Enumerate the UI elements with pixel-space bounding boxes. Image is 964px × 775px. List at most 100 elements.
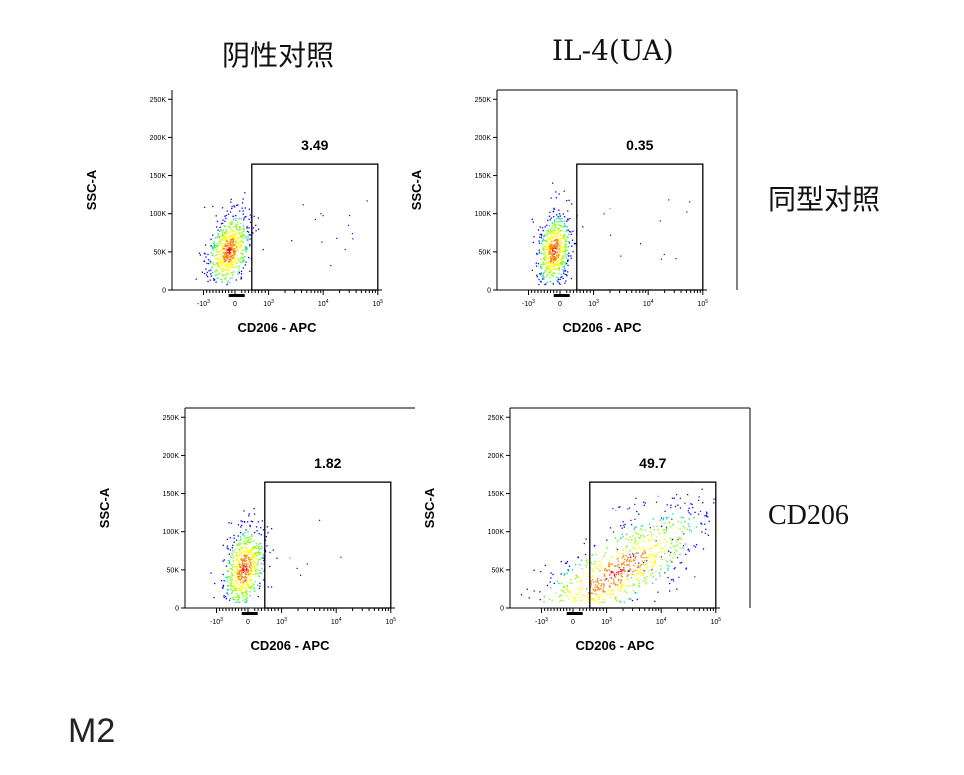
scatter-dot [642,546,644,548]
scatter-dot [254,581,257,583]
scatter-dot [560,599,562,602]
scatter-dot [653,544,656,547]
scatter-dot [249,245,251,247]
scatter-dot [222,544,224,546]
scatter-dot [248,549,250,552]
scatter-dot [603,569,606,571]
scatter-dot [558,209,560,211]
scatter-dot [258,548,260,551]
scatter-dot [545,260,548,262]
scatter-dot [366,200,368,202]
scatter-dot [603,590,605,593]
scatter-dot [620,579,622,581]
scatter-dot [644,560,646,562]
scatter-dot [253,508,255,510]
scatter-dot [561,258,563,260]
scatter-dot [540,263,543,266]
scatter-dot [628,563,630,566]
scatter-dot [553,219,556,221]
scatter-dot [605,578,607,580]
scatter-dot [552,250,554,252]
gate-rectangle [251,163,379,291]
scatter-dot [230,234,232,236]
scatter-dot [227,280,229,282]
scatter-dot [690,513,692,515]
scatter-dot [552,249,554,251]
scatter-dot [604,579,606,581]
scatter-dot [248,541,250,544]
scatter-dot [566,230,568,232]
scatter-dot [235,226,238,228]
scatter-dot [227,244,230,246]
scatter-dot [550,572,552,574]
scatter-dot [235,279,237,281]
scatter-dot [549,598,551,600]
scatter-dot [548,267,550,269]
scatter-dot [636,543,638,545]
scatter-dot [218,273,220,275]
scatter-dot [670,507,672,509]
scatter-dot [559,248,561,250]
scatter-dot [621,575,623,578]
scatter-dot [650,547,652,550]
scatter-dot [258,533,260,535]
scatter-dot [227,265,230,267]
scatter-dot [236,204,238,206]
scatter-dot [571,239,574,241]
scatter-dot [240,270,243,272]
scatter-dot [225,244,227,246]
scatter-dot [221,234,224,236]
scatter-dot [249,243,251,246]
scatter-dot [579,589,581,591]
scatter-dot [634,569,636,572]
scatter-dot [249,238,251,240]
scatter-dot [553,207,555,210]
scatter-dot [247,231,250,233]
scatter-dot [585,560,587,562]
scatter-dot [563,223,566,225]
scatter-dot [252,585,254,587]
scatter-dot [253,561,256,563]
scatter-dot [221,281,223,283]
scatter-dot [223,234,225,236]
scatter-dot [557,263,559,265]
scatter-dot [555,257,557,259]
scatter-dot [255,572,257,574]
scatter-dot [234,588,237,590]
scatter-dot [646,557,649,559]
scatter-dot [246,588,248,590]
scatter-dot [567,245,570,248]
scatter-dot [655,501,658,503]
scatter-dot [225,239,227,241]
scatter-dot [641,529,643,531]
scatter-dot [221,246,223,248]
scatter-dot [550,217,552,219]
scatter-dot [240,276,243,278]
scatter-dot [233,575,236,577]
scatter-dot [266,526,268,528]
scatter-dot [549,280,552,283]
scatter-dot [225,576,227,579]
scatter-dot [248,515,250,517]
scatter-dot [661,547,664,550]
scatter-dot [628,569,630,571]
row-label-cd206: CD206 [768,500,849,531]
scatter-dot [228,249,230,251]
scatter-dot [606,539,608,541]
scatter-dot [564,235,566,237]
scatter-dot [561,589,563,592]
scatter-dot [558,268,560,270]
scatter-dot [232,237,235,239]
scatter-dot [223,236,226,239]
scatter-dot [254,587,256,589]
scatter-dot [608,594,611,596]
scatter-dot [558,216,560,218]
scatter-dot [555,256,557,258]
scatter-dot [235,241,237,243]
scatter-dot [245,549,248,551]
scatter-dot [629,556,631,558]
scatter-dot [242,257,244,260]
scatter-dot [256,530,258,532]
scatter-dot [582,587,584,589]
scatter-dot [685,553,687,555]
